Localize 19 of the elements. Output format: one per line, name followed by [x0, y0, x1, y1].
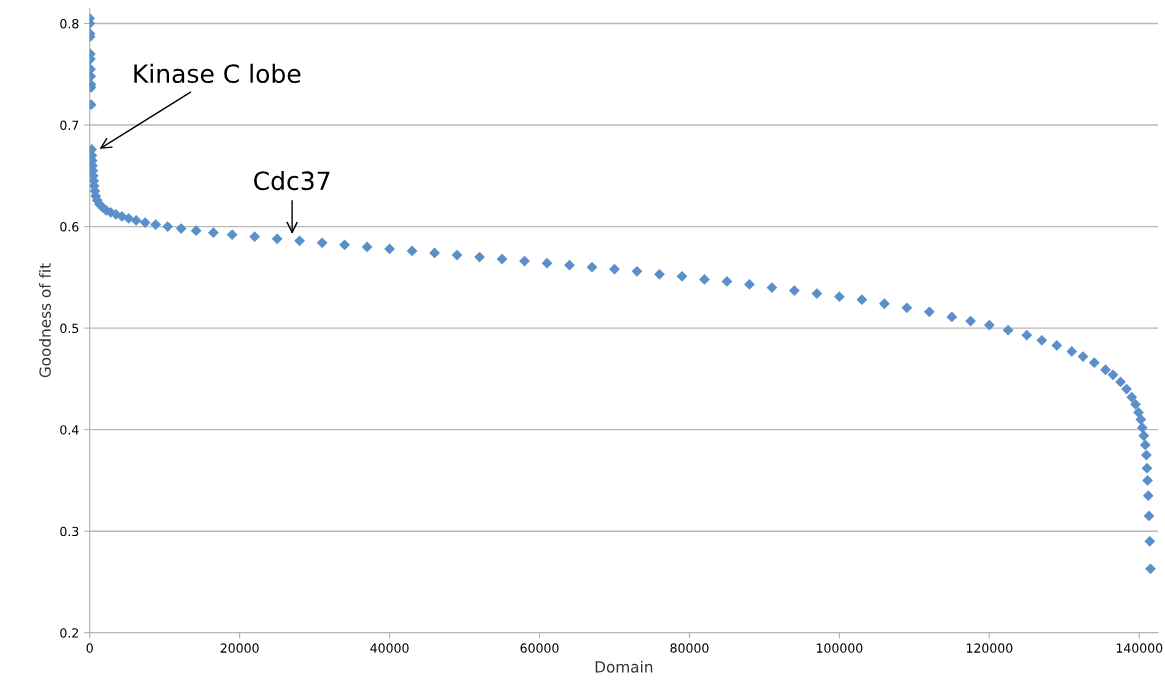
x-axis-title: Domain	[595, 660, 653, 673]
annotation: Cdc37	[254, 170, 330, 191]
y-tick-label: 0.5	[60, 323, 79, 334]
y-tick-label: 0.7	[60, 120, 79, 130]
y-axis-title: Goodness of fit	[39, 263, 51, 378]
x-tick-label: 0	[86, 643, 93, 653]
x-tick-label: 120000	[966, 643, 1013, 653]
x-tick-label: 40000	[370, 643, 409, 653]
y-tick-label: 0.2	[60, 628, 79, 638]
y-tick-label: 0.3	[60, 526, 79, 537]
y-tick-label: 0.8	[60, 18, 79, 29]
x-tick-label: 140000	[1116, 643, 1163, 653]
y-tick-label: 0.6	[60, 222, 79, 232]
x-tick-label: 100000	[816, 643, 863, 653]
x-tick-label: 20000	[220, 643, 259, 653]
annotation: Kinase C lobe	[134, 63, 301, 84]
x-tick-label: 80000	[670, 643, 709, 653]
y-tick-label: 0.4	[60, 425, 79, 435]
x-tick-label: 60000	[520, 643, 559, 653]
